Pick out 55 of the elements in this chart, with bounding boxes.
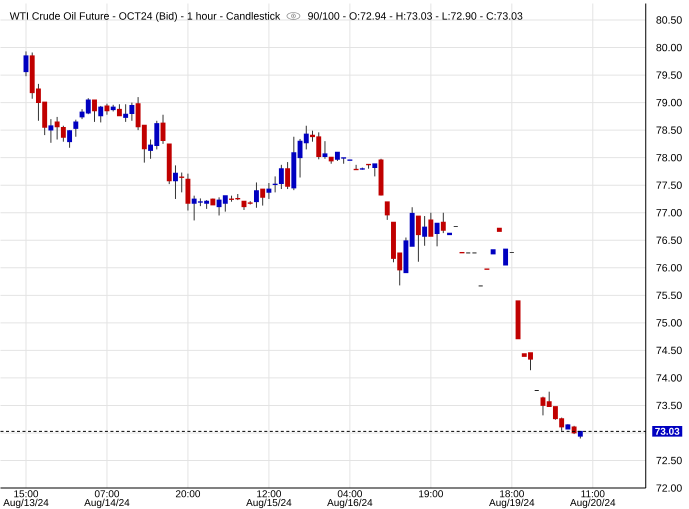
candlestick (48, 118, 54, 144)
y-tick-label: 79.50 (656, 72, 682, 79)
y-tick-label: 80.00 (656, 44, 682, 52)
candlestick (98, 106, 104, 124)
candlestick (266, 182, 272, 200)
candlestick (123, 104, 128, 123)
candlestick (129, 102, 134, 122)
y-tick-label: 75.00 (656, 319, 682, 327)
y-tick-label: 80.50 (656, 16, 682, 24)
candlestick (67, 130, 72, 148)
text: 90/100 - O:72.94 - H:73.03 - L:72.90 - C:73.03 (308, 12, 522, 20)
y-tick-label: 77.50 (656, 182, 682, 190)
y-tick-label: 73.50 (656, 402, 682, 410)
x-tick-label: 15:00 Aug/13/24 (3, 490, 48, 508)
y-tick-label: 78.50 (656, 126, 682, 134)
candlestick (260, 188, 266, 206)
candlestick (173, 165, 178, 200)
ref-line-label: 73.03 (655, 428, 680, 436)
candlestick (372, 163, 378, 178)
candlestick (440, 212, 446, 234)
candlestick (503, 248, 508, 266)
candlestick (60, 125, 66, 142)
candlestick (384, 201, 390, 221)
y-tick-label: 76.50 (656, 236, 682, 244)
candlestick (434, 222, 440, 248)
y-tick-label: 74.00 (656, 374, 682, 382)
candlestick (54, 116, 60, 140)
y-tick-label: 77.00 (656, 209, 682, 217)
y-tick-label: 74.50 (656, 346, 682, 354)
candlestick (160, 114, 166, 145)
candlestick (73, 119, 78, 138)
candlestick (24, 51, 28, 77)
x-tick-label: 12:00 Aug/15/24 (246, 490, 292, 508)
x-tick-label: 07:00 Aug/14/24 (84, 490, 130, 508)
candlestick (104, 103, 110, 116)
x-tick-label: 20:00 (176, 490, 200, 498)
y-tick-label: 79.00 (656, 99, 682, 107)
x-tick-label: 18:00 Aug/19/24 (489, 490, 534, 508)
y-tick-label: 76.00 (656, 264, 682, 272)
text: WTI Crude Oil Future - OCT24 (Bid) - 1 hour - Candlestick (10, 12, 280, 22)
candlestick (428, 212, 434, 238)
candlestick (92, 100, 97, 123)
candlestick (254, 182, 259, 208)
candlestick (179, 172, 184, 194)
x-tick-label: 04:00 Aug/16/24 (327, 490, 372, 508)
y-tick-label: 72.00 (656, 484, 682, 492)
candlestick (322, 140, 328, 160)
candlestick (416, 216, 421, 262)
x-tick-label: 19:00 (419, 490, 443, 498)
y-tick-label: 75.50 (656, 292, 682, 300)
y-tick-label: 78.00 (656, 154, 682, 162)
candlestick (285, 162, 290, 190)
y-tick-label: 72.50 (656, 456, 682, 464)
candlestick (422, 216, 428, 246)
x-tick-label: 11:00 Aug/20/24 (570, 490, 616, 508)
